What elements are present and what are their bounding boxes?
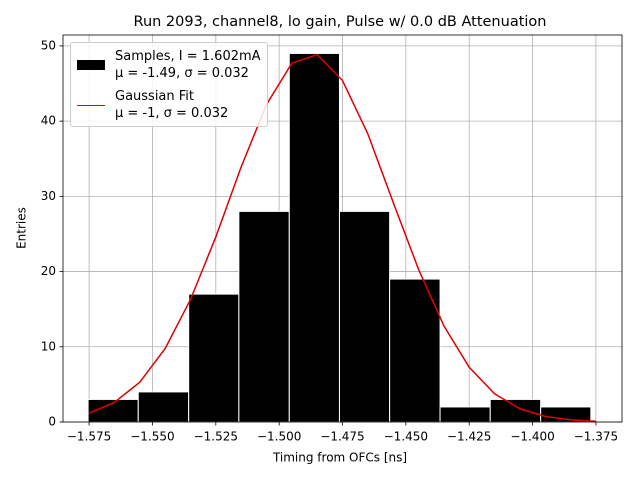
legend: Samples, I = 1.602mA μ = -1.49, σ = 0.03… bbox=[70, 42, 268, 127]
histogram-bar bbox=[238, 210, 290, 423]
histogram-bar bbox=[338, 210, 391, 423]
y-tick-label: 50 bbox=[41, 38, 56, 52]
legend-label: Gaussian Fit μ = -1, σ = 0.032 bbox=[115, 89, 229, 121]
legend-entry: Samples, I = 1.602mA μ = -1.49, σ = 0.03… bbox=[77, 48, 261, 82]
histogram-bar bbox=[489, 398, 542, 423]
fit-line bbox=[88, 53, 596, 422]
chart-title: Run 2093, channel8, lo gain, Pulse w/ 0.… bbox=[134, 14, 547, 30]
y-tick-label: 0 bbox=[48, 415, 56, 429]
x-tick-label: −1.425 bbox=[447, 430, 491, 444]
x-tick-label: −1.525 bbox=[194, 430, 238, 444]
x-tick-label: −1.575 bbox=[67, 430, 111, 444]
x-axis-label: Timing from OFCs [ns] bbox=[272, 451, 407, 465]
y-tick-label: 10 bbox=[41, 339, 56, 353]
x-tick-label: −1.375 bbox=[574, 430, 618, 444]
histogram-bar bbox=[439, 406, 491, 423]
legend-entry: Gaussian Fit μ = -1, σ = 0.032 bbox=[77, 88, 261, 122]
y-axis-label: Entries bbox=[15, 207, 29, 249]
legend-label: Samples, I = 1.602mA μ = -1.49, σ = 0.03… bbox=[115, 49, 261, 81]
y-tick-label: 40 bbox=[41, 114, 56, 128]
axes-frame bbox=[62, 34, 623, 423]
y-tick-label: 20 bbox=[41, 264, 56, 278]
histogram-bar bbox=[188, 293, 240, 423]
x-tick-label: −1.450 bbox=[384, 430, 428, 444]
histogram-bar bbox=[288, 52, 340, 423]
legend-key bbox=[77, 104, 105, 106]
x-tick-label: −1.550 bbox=[130, 430, 174, 444]
x-tick-label: −1.500 bbox=[257, 430, 301, 444]
y-tick-label: 30 bbox=[41, 189, 56, 203]
histogram-bar bbox=[137, 391, 190, 423]
histogram-bar bbox=[389, 278, 441, 423]
x-tick-label: −1.400 bbox=[510, 430, 554, 444]
legend-key bbox=[77, 60, 105, 70]
x-tick-label: −1.475 bbox=[320, 430, 364, 444]
